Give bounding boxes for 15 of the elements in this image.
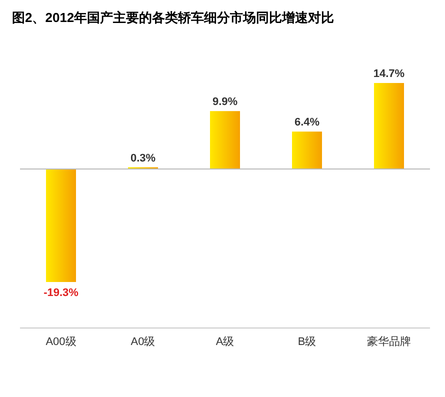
data-label: 0.3% [130,152,156,164]
bar [292,132,322,170]
bar [374,83,404,170]
x-tick-label: B级 [298,336,316,348]
x-tick-label: A0级 [130,336,156,348]
bar [46,169,76,282]
data-label: 6.4% [294,116,320,129]
x-tick-label: A级 [216,336,234,348]
data-label: 14.7% [373,68,405,80]
data-label: 9.9% [212,96,238,108]
chart-title: 图2、2012年国产主要的各类轿车细分市场同比增速对比 [12,10,334,25]
x-tick-label: A00级 [46,336,76,348]
data-label: -19.3% [44,287,79,299]
x-tick-label: 豪华品牌 [367,335,411,348]
bar [210,111,240,170]
